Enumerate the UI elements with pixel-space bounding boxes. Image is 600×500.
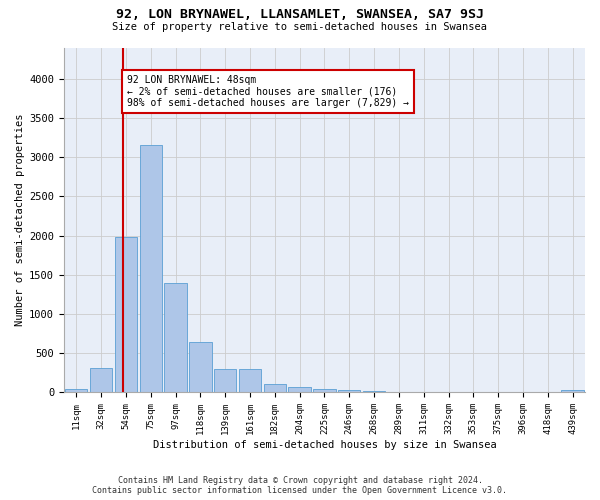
- Bar: [239, 370, 261, 392]
- Bar: [140, 144, 162, 392]
- Text: 92 LON BRYNAWEL: 48sqm
← 2% of semi-detached houses are smaller (176)
98% of sem: 92 LON BRYNAWEL: 48sqm ← 2% of semi-deta…: [127, 75, 409, 108]
- Bar: [164, 282, 187, 393]
- Bar: [338, 390, 361, 392]
- Bar: [313, 390, 335, 392]
- X-axis label: Distribution of semi-detached houses by size in Swansea: Distribution of semi-detached houses by …: [152, 440, 496, 450]
- Text: Size of property relative to semi-detached houses in Swansea: Size of property relative to semi-detach…: [113, 22, 487, 32]
- Bar: [289, 388, 311, 392]
- Bar: [214, 370, 236, 392]
- Y-axis label: Number of semi-detached properties: Number of semi-detached properties: [15, 114, 25, 326]
- Bar: [189, 342, 212, 392]
- Bar: [115, 237, 137, 392]
- Bar: [65, 388, 88, 392]
- Bar: [562, 390, 584, 392]
- Text: Contains HM Land Registry data © Crown copyright and database right 2024.
Contai: Contains HM Land Registry data © Crown c…: [92, 476, 508, 495]
- Text: 92, LON BRYNAWEL, LLANSAMLET, SWANSEA, SA7 9SJ: 92, LON BRYNAWEL, LLANSAMLET, SWANSEA, S…: [116, 8, 484, 20]
- Bar: [263, 384, 286, 392]
- Bar: [90, 368, 112, 392]
